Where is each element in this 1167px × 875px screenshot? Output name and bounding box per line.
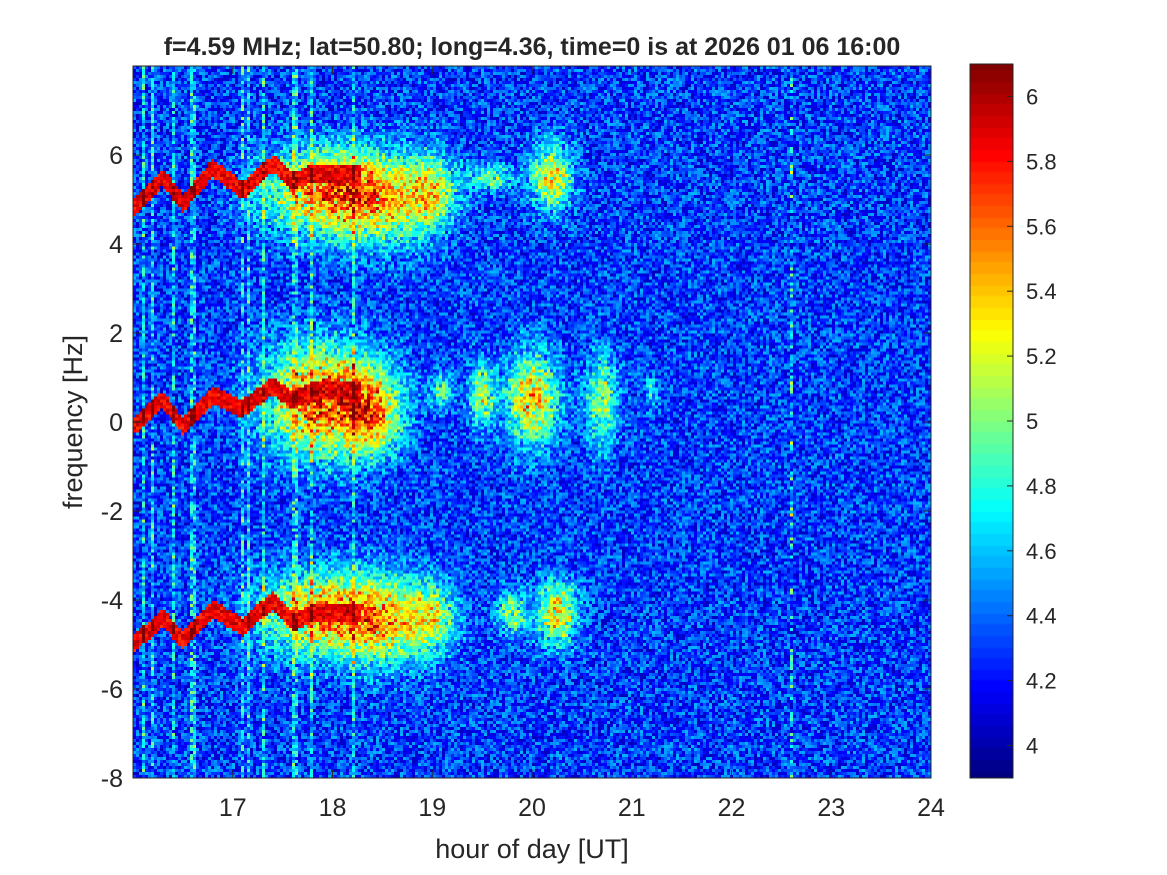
chart-title: f=4.59 MHz; lat=50.80; long=4.36, time=0…: [164, 33, 901, 61]
y-axis: -8 -6 -4 -2 0 2 4 6: [101, 142, 931, 793]
x-tick-label: 20: [518, 794, 546, 822]
colorbar-tick-label: 4.2: [1026, 669, 1057, 694]
y-tick-label: 4: [109, 231, 123, 259]
x-tick-label: 24: [917, 794, 945, 822]
y-tick-label: -8: [101, 765, 123, 793]
colorbar: [970, 64, 1013, 778]
colorbar-tick-label: 5.4: [1026, 279, 1057, 304]
colorbar-tick-label: 4.4: [1026, 604, 1057, 629]
y-tick-label: 6: [109, 142, 123, 170]
colorbar-axis: 4 4.2 4.4 4.6 4.8 5 5.2 5.4 5.6 5.8 6: [1007, 84, 1057, 759]
x-tick-label: 17: [219, 794, 247, 822]
x-tick-label: 18: [319, 794, 347, 822]
y-tick-label: -2: [101, 498, 123, 526]
colorbar-tick-label: 5.2: [1026, 344, 1057, 369]
x-axis-label: hour of day [UT]: [435, 834, 629, 864]
x-tick-label: 19: [418, 794, 446, 822]
colorbar-tick-label: 5.6: [1026, 214, 1057, 239]
x-tick-label: 21: [618, 794, 646, 822]
spectrogram-image: [133, 66, 931, 778]
x-tick-label: 22: [718, 794, 746, 822]
y-tick-label: -4: [101, 587, 123, 615]
colorbar-tick-label: 4.8: [1026, 474, 1057, 499]
colorbar-tick-label: 6: [1026, 84, 1038, 109]
y-tick-label: -6: [101, 676, 123, 704]
colorbar-tick-label: 4.6: [1026, 539, 1057, 564]
y-tick-label: 2: [109, 320, 123, 348]
x-tick-label: 23: [817, 794, 845, 822]
y-axis-label: frequency [Hz]: [58, 335, 88, 509]
y-tick-label: 0: [109, 409, 123, 437]
colorbar-tick-label: 5: [1026, 409, 1038, 434]
colorbar-tick-label: 4: [1026, 734, 1038, 759]
x-axis: 17 18 19 20 21 22 23 24: [219, 66, 945, 822]
colorbar-tick-label: 5.8: [1026, 149, 1057, 174]
